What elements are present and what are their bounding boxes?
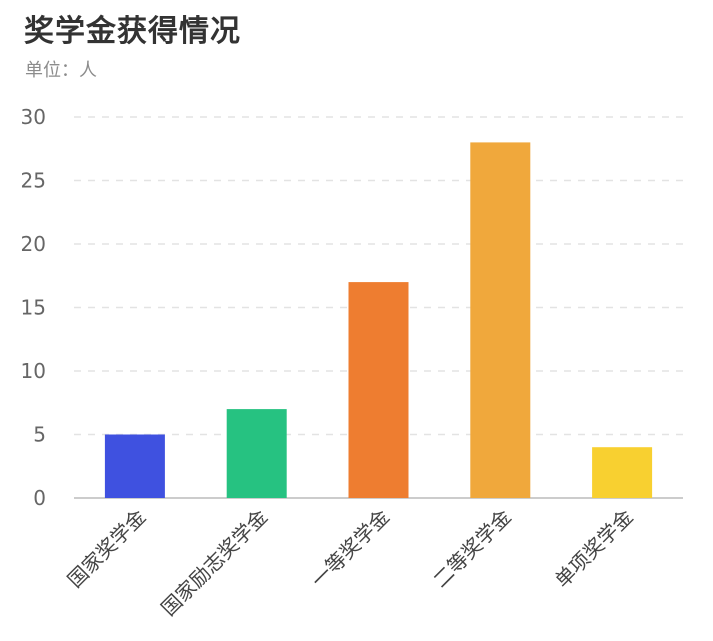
y-tick-label: 0 [33, 486, 46, 510]
y-tick-label: 10 [21, 359, 46, 383]
x-tick-label: 二等奖学金 [428, 505, 516, 593]
x-tick-label: 国家奖学金 [63, 505, 151, 593]
bar [348, 282, 409, 498]
y-tick-label: 25 [21, 169, 46, 193]
chart-title: 奖学金获得情况 [24, 14, 241, 49]
x-tick-label: 单项奖学金 [550, 505, 638, 593]
y-tick-label: 5 [33, 423, 46, 447]
bars [104, 142, 653, 498]
grid-lines [74, 116, 683, 436]
x-tick-label: 一等奖学金 [306, 505, 394, 593]
y-tick-label: 30 [21, 105, 46, 129]
bar [470, 142, 531, 498]
bar [226, 409, 287, 498]
y-axis-ticks: 0 5 10 15 20 25 30 [21, 105, 46, 510]
bar [104, 434, 165, 498]
x-axis-labels: 国家奖学金 国家励志奖学金 一等奖学金 二等奖学金 单项奖学金 [63, 505, 638, 621]
chart-subtitle: 单位：人 [25, 60, 97, 81]
y-tick-label: 15 [21, 296, 46, 320]
x-tick-label: 国家励志奖学金 [156, 505, 272, 621]
bar [592, 447, 653, 498]
y-tick-label: 20 [21, 232, 46, 256]
